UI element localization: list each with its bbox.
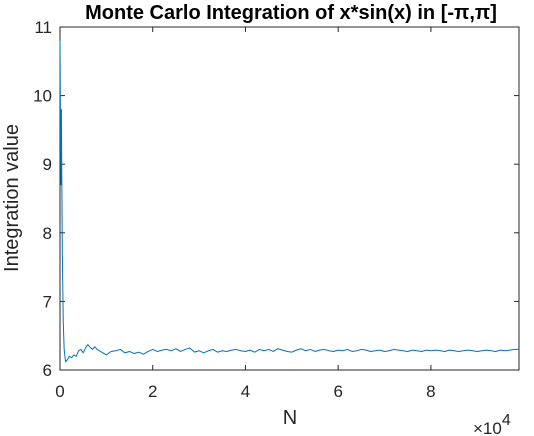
- axis-ticks: 0 2 4 6 8 6 7 8 9 10 11: [33, 18, 519, 401]
- y-tick-label: 8: [43, 224, 52, 243]
- x-tick-label: 8: [426, 382, 435, 401]
- series-line-0: [59, 40, 519, 363]
- y-tick-label: 7: [43, 292, 52, 311]
- x-tick-label: 2: [148, 382, 157, 401]
- x-tick-label: 6: [333, 382, 342, 401]
- plot-frame: [59, 26, 520, 371]
- chart-title: Monte Carlo Integration of x*sin(x) in […: [85, 2, 497, 24]
- x-multiplier-base: ×10: [473, 419, 502, 436]
- x-tick-label: 4: [241, 382, 250, 401]
- x-axis-label: N: [283, 407, 297, 429]
- x-tick-label: 0: [55, 382, 64, 401]
- y-tick-label: 6: [43, 361, 52, 380]
- y-tick-label: 9: [43, 155, 52, 174]
- y-tick-label: 10: [33, 87, 52, 106]
- x-multiplier-exponent: 4: [502, 412, 511, 429]
- plot-area: [59, 26, 520, 371]
- y-axis-label: Integration value: [1, 124, 23, 272]
- y-tick-label: 11: [34, 18, 52, 37]
- x-axis-multiplier: ×104: [473, 412, 511, 436]
- series-layer: [59, 40, 519, 363]
